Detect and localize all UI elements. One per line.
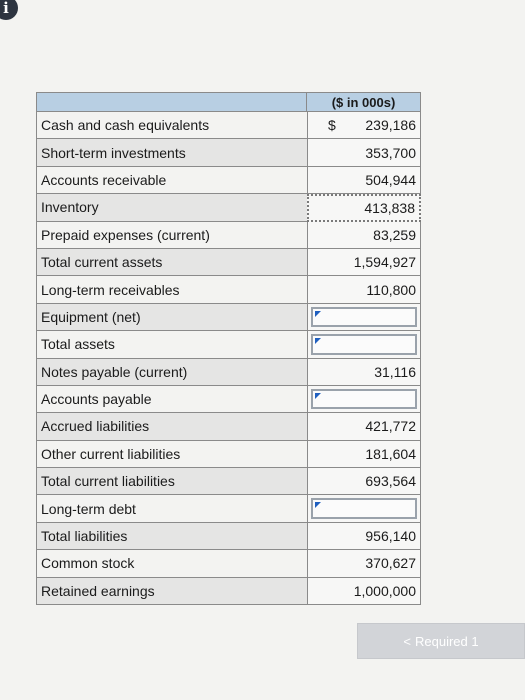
table-row: Other current liabilities 181,604 (36, 440, 421, 469)
row-label-accounts-payable: Accounts payable (36, 385, 307, 414)
row-value-long-term-debt (307, 495, 421, 523)
row-label-accrued-liabilities: Accrued liabilities (36, 413, 307, 441)
row-label-other-current-liabilities: Other current liabilities (36, 440, 307, 469)
table-row: Retained earnings 1,000,000 (36, 577, 421, 606)
required-nav-label: Required 1 (414, 633, 479, 649)
units-header: ($ in 000s) (307, 92, 421, 112)
table-row: Total current assets 1,594,927 (36, 248, 421, 277)
row-label-short-term-investments: Short-term investments (36, 139, 307, 167)
row-label-long-term-receivables: Long-term receivables (36, 276, 307, 304)
row-value-accounts-receivable: 504,944 (307, 166, 421, 195)
row-value-total-liabilities: 956,140 (307, 522, 421, 551)
row-value-short-term-investments: 353,700 (307, 139, 421, 167)
table-row: Equipment (net) (36, 303, 421, 332)
row-label-total-current-assets: Total current assets (36, 248, 307, 277)
equipment-net-input[interactable] (311, 306, 417, 328)
input-flag-icon (315, 392, 321, 399)
row-label-total-assets: Total assets (36, 331, 307, 359)
required-nav-button[interactable]: < Required 1 (357, 623, 525, 659)
table-row: Long-term debt (36, 495, 421, 523)
row-value-cash: $ 239,186 (307, 112, 421, 140)
cash-value: 239,186 (365, 117, 416, 134)
table-row: Total liabilities 956,140 (36, 522, 421, 551)
table-row: Accrued liabilities 421,772 (36, 413, 421, 441)
row-value-total-assets (307, 331, 421, 359)
row-value-long-term-receivables: 110,800 (307, 276, 421, 304)
input-flag-icon (315, 338, 321, 345)
row-label-prepaid-expenses: Prepaid expenses (current) (36, 221, 307, 249)
table-row: Notes payable (current) 31,116 (36, 358, 421, 386)
table-header-row: ($ in 000s) (36, 92, 421, 112)
row-label-accounts-receivable: Accounts receivable (36, 166, 307, 195)
table-row: Common stock 370,627 (36, 550, 421, 578)
info-icon[interactable]: i (0, 0, 18, 20)
row-label-long-term-debt: Long-term debt (36, 495, 307, 523)
input-flag-icon (315, 502, 321, 509)
row-value-prepaid-expenses: 83,259 (307, 221, 421, 249)
row-label-notes-payable: Notes payable (current) (36, 358, 307, 386)
row-value-equipment-net (307, 303, 421, 332)
table-row: Accounts payable (36, 385, 421, 414)
header-blank-cell (36, 92, 307, 112)
row-label-total-current-liabilities: Total current liabilities (36, 468, 307, 496)
row-label-common-stock: Common stock (36, 550, 307, 578)
row-value-inventory[interactable]: 413,838 (307, 194, 421, 222)
accounts-payable-input[interactable] (311, 388, 417, 410)
row-label-total-liabilities: Total liabilities (36, 522, 307, 551)
table-row: Cash and cash equivalents $ 239,186 (36, 112, 421, 140)
table-row: Short-term investments 353,700 (36, 139, 421, 167)
long-term-debt-input[interactable] (311, 498, 417, 519)
dollar-sign: $ (328, 117, 336, 134)
table-row: Total assets (36, 331, 421, 359)
row-label-inventory: Inventory (36, 194, 307, 222)
row-label-cash: Cash and cash equivalents (36, 112, 307, 140)
row-label-equipment-net: Equipment (net) (36, 303, 307, 332)
row-label-retained-earnings: Retained earnings (36, 577, 307, 606)
table-row: Prepaid expenses (current) 83,259 (36, 221, 421, 249)
table-row: Inventory 413,838 (36, 194, 421, 222)
row-value-accounts-payable (307, 385, 421, 414)
table-row: Total current liabilities 693,564 (36, 468, 421, 496)
row-value-total-current-assets: 1,594,927 (307, 248, 421, 277)
row-value-other-current-liabilities: 181,604 (307, 440, 421, 469)
chevron-left-icon: < (403, 633, 411, 649)
table-row: Accounts receivable 504,944 (36, 166, 421, 195)
row-value-common-stock: 370,627 (307, 550, 421, 578)
table-row: Long-term receivables 110,800 (36, 276, 421, 304)
row-value-accrued-liabilities: 421,772 (307, 413, 421, 441)
total-assets-input[interactable] (311, 334, 417, 355)
balance-sheet-table: ($ in 000s) Cash and cash equivalents $ … (36, 92, 421, 606)
row-value-notes-payable: 31,116 (307, 358, 421, 386)
input-flag-icon (315, 310, 321, 317)
row-value-retained-earnings: 1,000,000 (307, 577, 421, 606)
row-value-total-current-liabilities: 693,564 (307, 468, 421, 496)
